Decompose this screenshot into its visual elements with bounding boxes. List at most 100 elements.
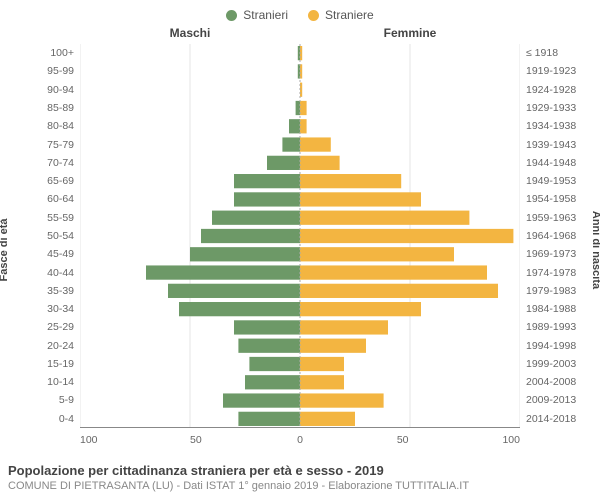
header-female: Femmine <box>300 26 520 40</box>
bar-male <box>234 174 300 188</box>
bar-male <box>234 192 300 206</box>
birth-label: 1954-1958 <box>522 190 596 208</box>
age-label: 70-74 <box>4 154 78 172</box>
birth-label: 1939-1943 <box>522 135 596 153</box>
birth-label: 1924-1928 <box>522 81 596 99</box>
age-label: 90-94 <box>4 81 78 99</box>
bar-female <box>300 357 344 371</box>
header-male: Maschi <box>80 26 300 40</box>
bar-female <box>300 137 331 151</box>
age-label: 5-9 <box>4 391 78 409</box>
bar-male <box>238 339 300 353</box>
birth-label: 1989-1993 <box>522 318 596 336</box>
bar-male <box>289 119 300 133</box>
bar-female <box>300 229 513 243</box>
legend-label-female: Straniere <box>325 8 374 22</box>
legend-item-female: Straniere <box>308 8 374 22</box>
birth-label: 2009-2013 <box>522 391 596 409</box>
birth-label: 1994-1998 <box>522 337 596 355</box>
age-label: 80-84 <box>4 117 78 135</box>
bar-female <box>300 265 487 279</box>
age-label: 65-69 <box>4 172 78 190</box>
birth-label: 2014-2018 <box>522 410 596 428</box>
age-label: 25-29 <box>4 318 78 336</box>
age-label: 35-39 <box>4 282 78 300</box>
bar-male <box>223 393 300 407</box>
bar-male <box>201 229 300 243</box>
birth-label: 1979-1983 <box>522 282 596 300</box>
age-label: 0-4 <box>4 410 78 428</box>
bar-female <box>300 192 421 206</box>
birth-label: 1974-1978 <box>522 263 596 281</box>
birth-label: 1934-1938 <box>522 117 596 135</box>
bar-male <box>245 375 300 389</box>
bar-male <box>238 412 300 426</box>
bar-male <box>267 156 300 170</box>
age-label: 75-79 <box>4 135 78 153</box>
swatch-female <box>308 10 319 21</box>
legend-label-male: Stranieri <box>243 8 288 22</box>
bar-male <box>212 211 300 225</box>
age-label: 10-14 <box>4 373 78 391</box>
age-label: 30-34 <box>4 300 78 318</box>
legend-item-male: Stranieri <box>226 8 288 22</box>
bar-male <box>249 357 300 371</box>
birth-label: 1999-2003 <box>522 355 596 373</box>
chart-title: Popolazione per cittadinanza straniera p… <box>8 463 592 478</box>
bar-female <box>300 302 421 316</box>
birth-label: 1949-1953 <box>522 172 596 190</box>
birth-label: 1984-1988 <box>522 300 596 318</box>
y-axis-age-labels: 100+95-9990-9485-8980-8475-7970-7465-696… <box>4 44 78 428</box>
x-tick: 100 <box>502 434 520 446</box>
x-tick: 100 <box>80 434 98 446</box>
bar-female <box>300 375 344 389</box>
age-label: 45-49 <box>4 245 78 263</box>
birth-label: 1944-1948 <box>522 154 596 172</box>
bar-female <box>300 247 454 261</box>
age-label: 20-24 <box>4 337 78 355</box>
age-label: 60-64 <box>4 190 78 208</box>
bar-female <box>300 101 307 115</box>
chart-subtitle: COMUNE DI PIETRASANTA (LU) - Dati ISTAT … <box>8 480 592 492</box>
bar-male <box>168 284 300 298</box>
bar-female <box>300 211 469 225</box>
bar-male <box>190 247 300 261</box>
swatch-male <box>226 10 237 21</box>
chart-footer: Popolazione per cittadinanza straniera p… <box>8 463 592 492</box>
x-tick: 0 <box>297 434 303 446</box>
birth-label: ≤ 1918 <box>522 44 596 62</box>
bar-female <box>300 339 366 353</box>
bar-female <box>300 156 340 170</box>
bar-male <box>234 320 300 334</box>
age-label: 85-89 <box>4 99 78 117</box>
bar-female <box>300 320 388 334</box>
bar-female <box>300 174 401 188</box>
birth-label: 1919-1923 <box>522 62 596 80</box>
bar-male <box>146 265 300 279</box>
age-label: 15-19 <box>4 355 78 373</box>
birth-label: 1959-1963 <box>522 209 596 227</box>
age-label: 100+ <box>4 44 78 62</box>
bar-male <box>296 101 300 115</box>
bar-female <box>300 119 307 133</box>
age-label: 95-99 <box>4 62 78 80</box>
birth-label: 1929-1933 <box>522 99 596 117</box>
age-label: 55-59 <box>4 209 78 227</box>
bar-male <box>282 137 300 151</box>
pyramid-chart <box>80 44 520 428</box>
legend: Stranieri Straniere <box>0 0 600 24</box>
birth-label: 1969-1973 <box>522 245 596 263</box>
bar-male <box>179 302 300 316</box>
bar-female <box>300 412 355 426</box>
bar-female <box>300 393 384 407</box>
column-headers: Maschi Femmine <box>80 26 520 40</box>
y-axis-birth-labels: ≤ 19181919-19231924-19281929-19331934-19… <box>522 44 596 428</box>
x-tick: 50 <box>397 434 409 446</box>
bar-female <box>300 284 498 298</box>
x-tick: 50 <box>190 434 202 446</box>
birth-label: 1964-1968 <box>522 227 596 245</box>
x-axis-labels: 100 50 0 50 100 <box>80 434 520 446</box>
birth-label: 2004-2008 <box>522 373 596 391</box>
age-label: 50-54 <box>4 227 78 245</box>
age-label: 40-44 <box>4 263 78 281</box>
